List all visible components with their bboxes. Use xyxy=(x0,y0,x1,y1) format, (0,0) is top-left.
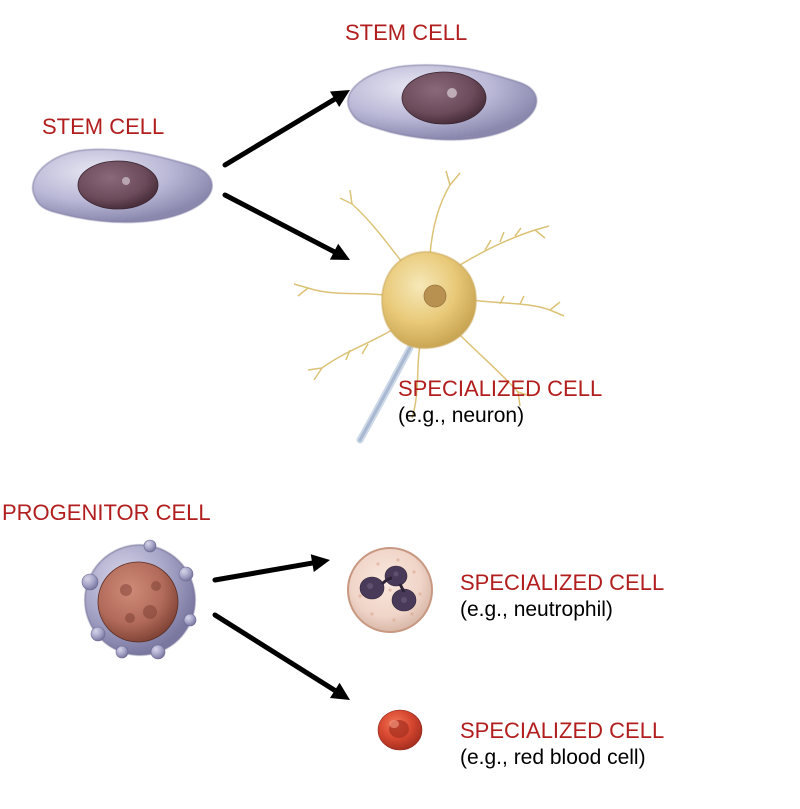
stem-cell-left xyxy=(33,149,212,222)
label-spec-neuron: SPECIALIZED CELL xyxy=(398,376,602,402)
stem-cell-top xyxy=(348,65,537,140)
label-stem-left: STEM CELL xyxy=(42,114,164,140)
label-progenitor: PROGENITOR CELL xyxy=(2,500,211,526)
label-spec-neuron-sub: (e.g., neuron) xyxy=(398,404,524,428)
label-spec-rbc: SPECIALIZED CELL xyxy=(460,718,664,744)
label-spec-neutrophil: SPECIALIZED CELL xyxy=(460,570,664,596)
label-spec-rbc-sub: (e.g., red blood cell) xyxy=(460,746,646,770)
label-spec-neutrophil-sub: (e.g., neutrophil) xyxy=(460,598,613,622)
label-stem-top: STEM CELL xyxy=(345,20,467,46)
neutrophil-cell xyxy=(348,548,432,632)
arrows xyxy=(215,90,350,700)
progenitor-cell xyxy=(82,540,196,659)
red-blood-cell xyxy=(378,710,422,750)
